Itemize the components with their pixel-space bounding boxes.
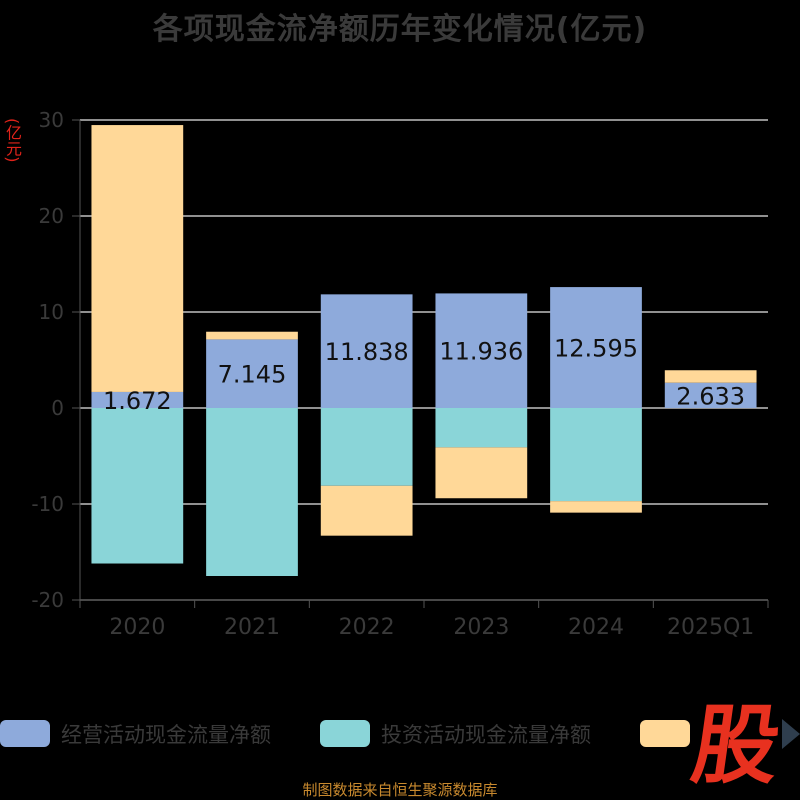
bar-investing	[320, 408, 413, 486]
legend-next-page-icon[interactable]	[782, 719, 800, 749]
chart-title: 各项现金流净额历年变化情况(亿元)	[152, 12, 648, 47]
x-tick-label: 2022	[339, 615, 395, 640]
legend-swatch-investing	[320, 720, 370, 747]
x-tick-label: 2023	[453, 615, 509, 640]
legend-item-operating[interactable]: 经营活动现金流量净额	[0, 714, 320, 754]
bar-financing	[664, 370, 757, 383]
y-tick-label: 0	[51, 396, 64, 420]
data-label-operating: 2.633	[676, 382, 745, 410]
data-label-operating: 1.672	[103, 387, 172, 415]
legend-swatch-financing	[640, 720, 690, 747]
bar-operating	[550, 287, 642, 408]
bar-financing	[435, 447, 528, 499]
x-tick-label: 2025Q1	[667, 615, 754, 640]
legend-item-financing[interactable]	[640, 714, 700, 754]
legend-swatch-operating	[0, 720, 50, 747]
data-label-operating: 12.595	[554, 335, 638, 363]
y-tick-label: -10	[31, 492, 64, 516]
x-tick-label: 2021	[224, 615, 280, 640]
legend-label-operating: 经营活动现金流量净额	[61, 723, 271, 747]
y-tick-label: 30	[39, 108, 64, 132]
legend-label-investing: 投资活动现金流量净额	[381, 723, 591, 747]
data-label-operating: 11.936	[439, 338, 523, 366]
y-tick-label: -20	[31, 588, 64, 612]
bar-investing	[550, 408, 642, 502]
bar-operating	[435, 293, 528, 408]
y-tick-label: 10	[39, 300, 64, 324]
bar-operating	[664, 382, 757, 408]
chart-legend: 经营活动现金流量净额 投资活动现金流量净额	[0, 714, 800, 754]
bar-investing	[91, 408, 184, 564]
bar-operating	[320, 294, 413, 408]
data-label-operating: 7.145	[218, 361, 287, 389]
bar-financing	[91, 125, 184, 392]
bar-financing	[550, 501, 642, 513]
x-tick-label: 2024	[568, 615, 624, 640]
bar-operating	[91, 391, 184, 408]
bar-financing	[206, 331, 298, 340]
bar-investing	[206, 408, 298, 576]
y-axis-unit-label: (亿元)	[3, 118, 22, 163]
data-source-note: 制图数据来自恒生聚源数据库	[302, 781, 498, 799]
bar-operating	[206, 339, 298, 408]
data-label-operating: 11.838	[325, 338, 409, 366]
bar-investing	[435, 408, 528, 448]
bar-financing	[320, 485, 413, 536]
x-tick-label: 2020	[109, 615, 165, 640]
legend-item-investing[interactable]: 投资活动现金流量净额	[320, 714, 640, 754]
y-tick-label: 20	[39, 204, 64, 228]
